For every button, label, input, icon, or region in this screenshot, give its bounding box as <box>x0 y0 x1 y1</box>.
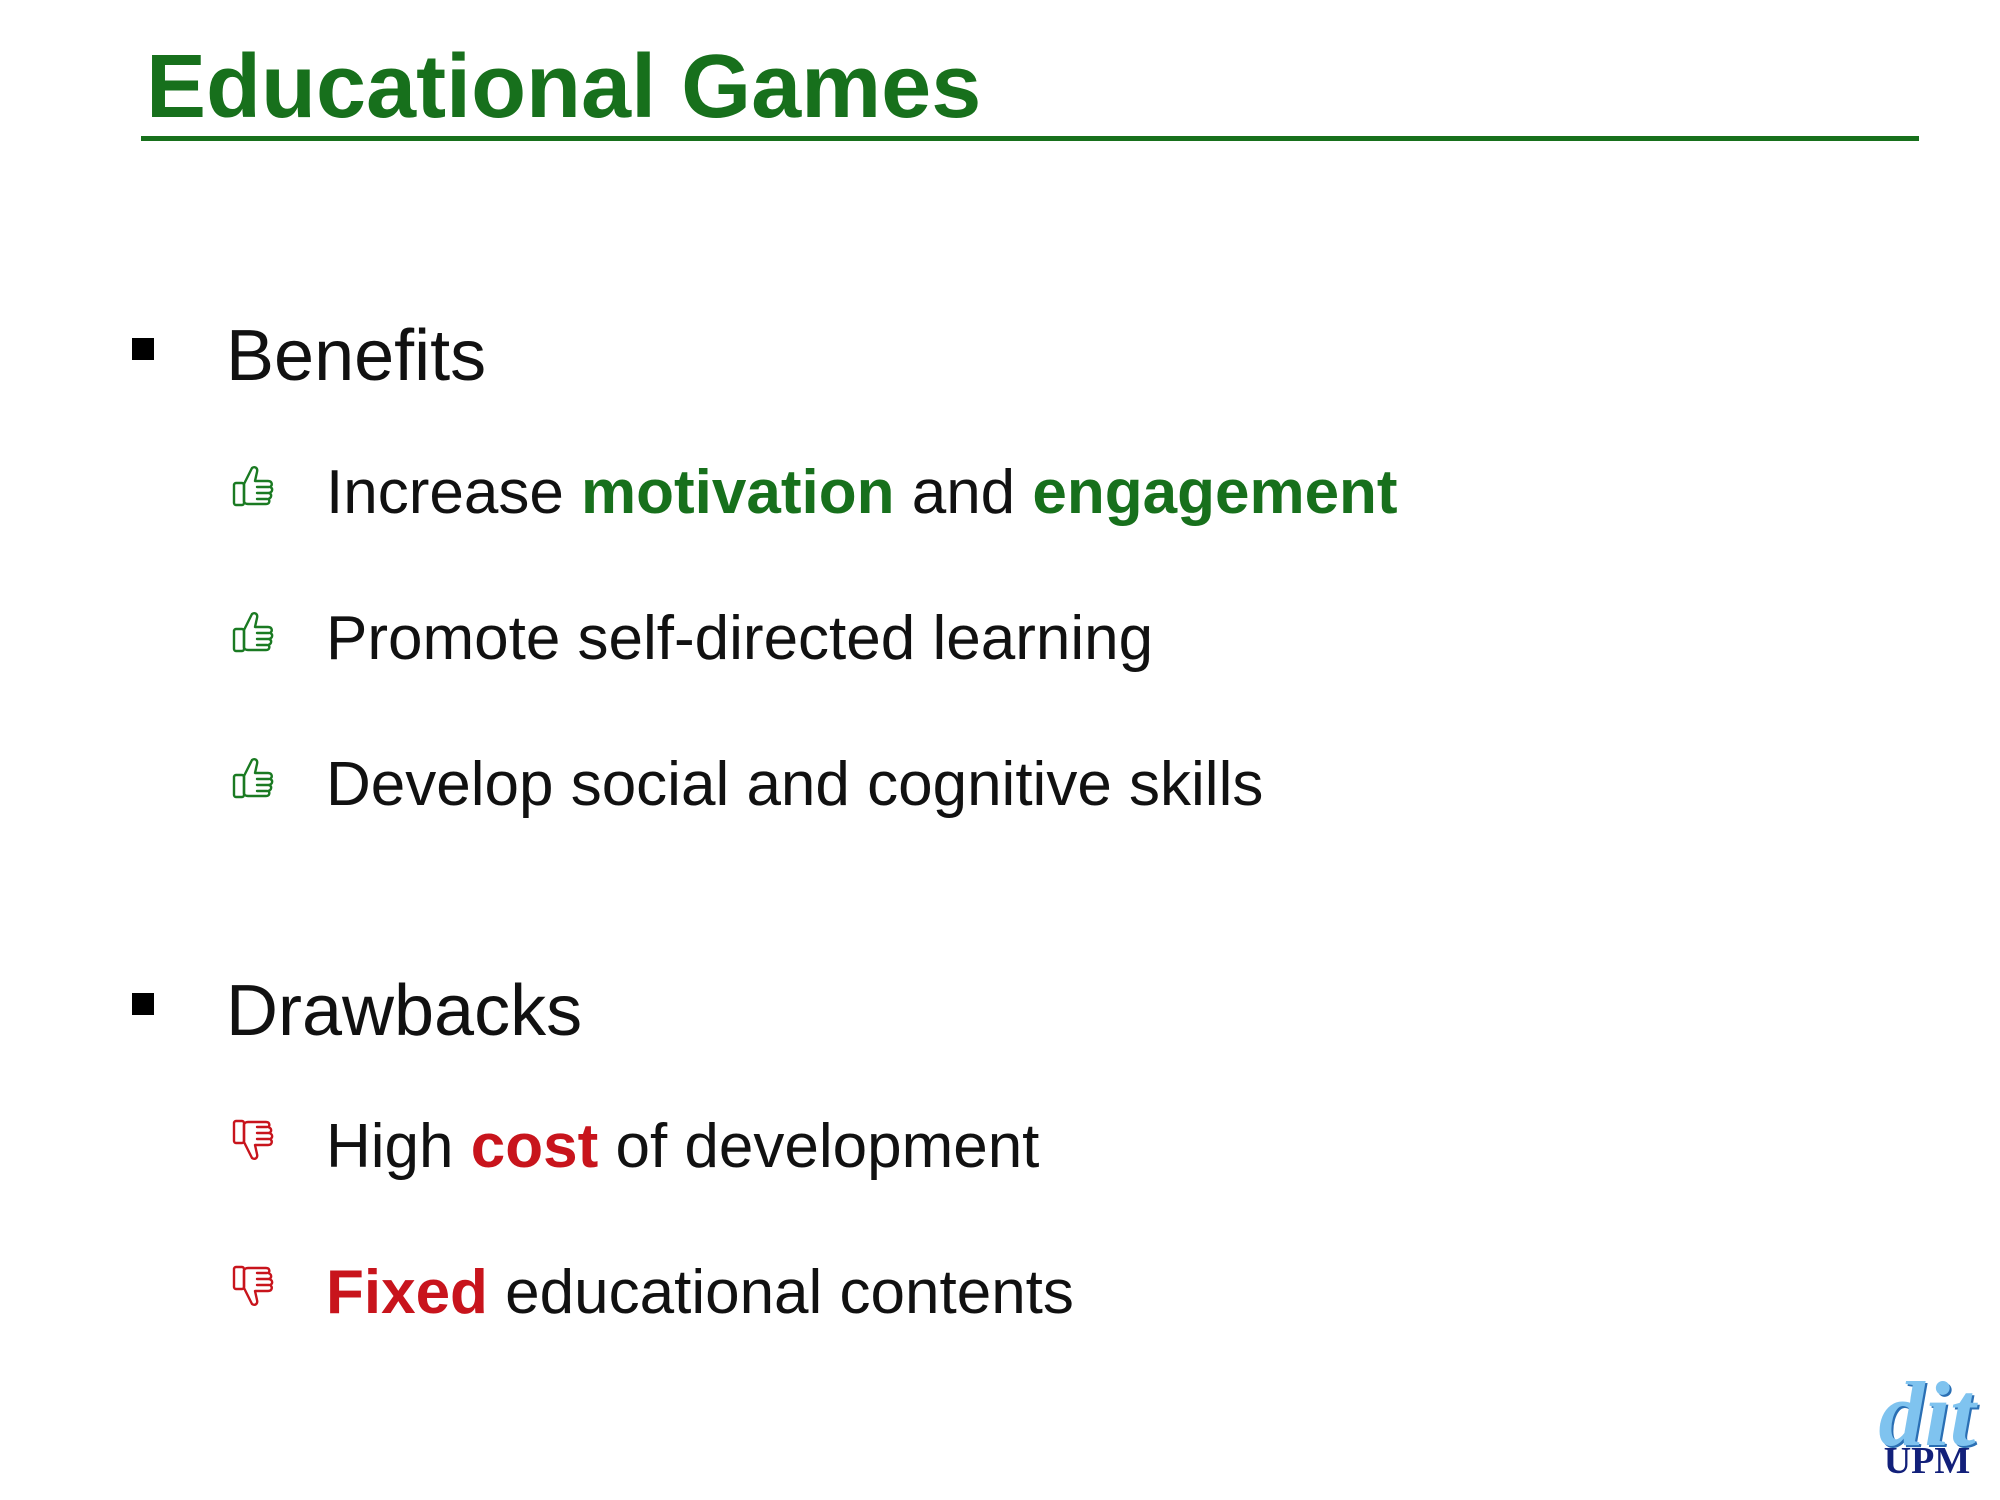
highlight-engagement: engagement <box>1032 458 1398 527</box>
dit-upm-logo: dit UPM <box>1868 1368 1986 1488</box>
benefit-item-self-directed: Promote self-directed learning <box>326 604 1154 673</box>
thumbs-down-icon <box>232 1119 274 1160</box>
drawback-item-fixed-contents: Fixed educational contents <box>326 1262 1074 1324</box>
highlight-cost: cost <box>470 1112 599 1181</box>
drawback-item-text: High <box>326 1112 471 1181</box>
drawback-item-text: educational contents <box>487 1258 1074 1327</box>
benefit-item-text: Increase <box>326 458 582 527</box>
highlight-fixed: Fixed <box>326 1258 488 1327</box>
benefit-item-text: and <box>894 458 1033 527</box>
drawback-item-cost: High cost of development <box>326 1116 1039 1178</box>
benefit-item-motivation: Increase motivation and engagement <box>326 462 1398 524</box>
logo-upm-text: UPM <box>1883 1440 1971 1482</box>
benefit-item-skills: Develop social and cognitive skills <box>326 750 1264 819</box>
thumbs-down-icon <box>232 1265 274 1306</box>
highlight-motivation: motivation <box>581 458 895 527</box>
slide-title: Educational Games <box>146 37 982 137</box>
section-label-benefits: Benefits <box>226 316 487 396</box>
thumbs-up-icon <box>232 612 274 653</box>
thumbs-up-icon <box>232 758 274 799</box>
logo-dit-text: dit <box>1878 1363 1976 1465</box>
thumbs-up-icon <box>232 466 274 507</box>
section-bullet-drawbacks <box>132 993 154 1015</box>
section-label-drawbacks: Drawbacks <box>226 971 583 1051</box>
section-bullet-benefits <box>132 338 154 360</box>
drawback-item-text: of development <box>598 1112 1040 1181</box>
title-underline <box>141 136 1919 141</box>
